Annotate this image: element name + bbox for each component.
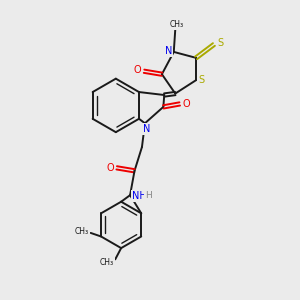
- Text: O: O: [106, 163, 114, 173]
- Text: CH₃: CH₃: [170, 20, 184, 29]
- Text: NH: NH: [132, 191, 146, 201]
- Text: CH₃: CH₃: [75, 227, 89, 236]
- Text: H: H: [145, 191, 152, 200]
- Text: S: S: [218, 38, 224, 48]
- Text: N: N: [165, 46, 172, 56]
- Text: O: O: [182, 99, 190, 109]
- Text: O: O: [134, 65, 141, 75]
- Text: CH₃: CH₃: [100, 258, 114, 267]
- Text: N: N: [143, 124, 150, 134]
- Text: S: S: [198, 75, 205, 85]
